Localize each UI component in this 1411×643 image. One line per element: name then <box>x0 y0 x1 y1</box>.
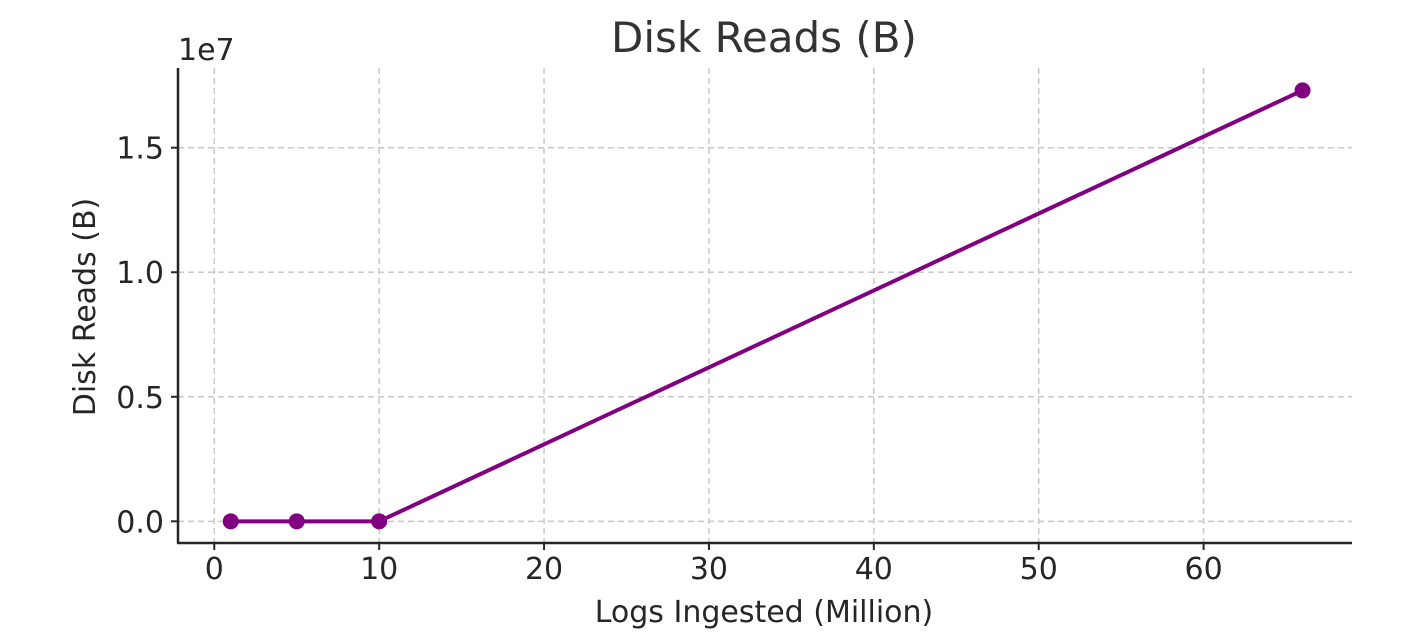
x-tick-label: 30 <box>690 552 728 587</box>
data-point <box>371 513 388 530</box>
y-axis-offset-label: 1e7 <box>178 33 235 68</box>
y-axis-label: Disk Reads (B) <box>68 198 103 417</box>
data-point <box>1294 82 1311 99</box>
x-tick-label: 10 <box>360 552 398 587</box>
data-point <box>288 513 305 530</box>
y-tick-label: 0.5 <box>116 381 164 416</box>
series-layer <box>222 82 1311 530</box>
axis-ticks: 0 10 20 30 40 50 60 0.0 0.5 1.0 1.5 <box>116 132 1222 587</box>
x-tick-label: 20 <box>525 552 563 587</box>
x-tick-label: 60 <box>1185 552 1223 587</box>
chart-title: Disk Reads (B) <box>611 13 917 62</box>
x-tick-label: 50 <box>1020 552 1058 587</box>
series-line <box>230 88 1304 524</box>
x-tick-label: 0 <box>205 552 224 587</box>
x-axis-label: Logs Ingested (Million) <box>595 595 934 630</box>
x-tick-label: 40 <box>855 552 893 587</box>
y-tick-label: 0.0 <box>116 505 164 540</box>
data-point <box>222 513 239 530</box>
grid <box>178 68 1352 543</box>
y-tick-label: 1.5 <box>116 132 164 167</box>
y-tick-label: 1.0 <box>116 256 164 291</box>
